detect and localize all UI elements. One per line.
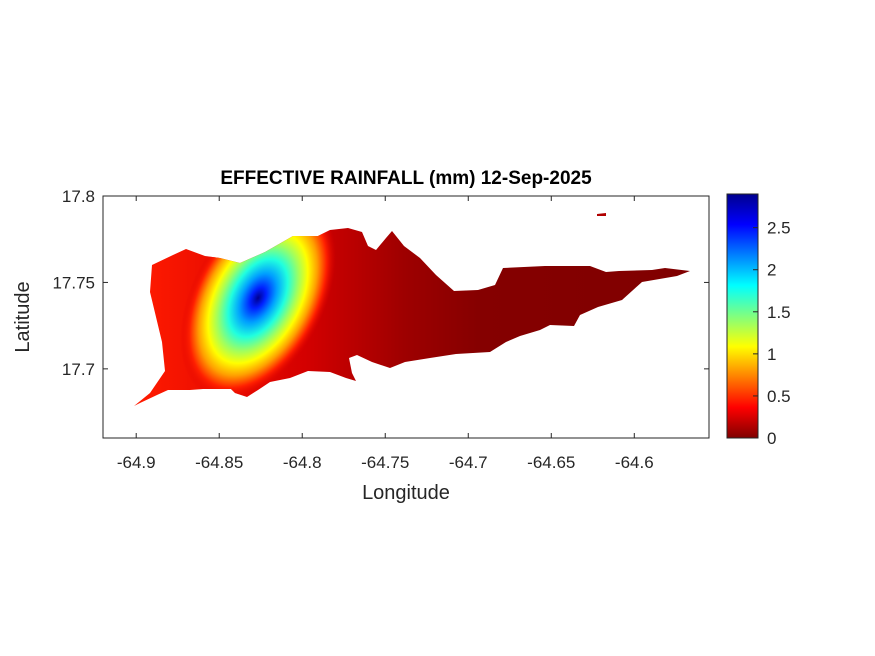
chart-title: EFFECTIVE RAINFALL (mm) 12-Sep-2025	[220, 168, 592, 189]
y-tick-label: 17.75	[52, 273, 95, 292]
x-tick-label: -64.65	[527, 453, 575, 472]
x-tick-label: -64.85	[195, 453, 243, 472]
colorbar-tick-label: 2.5	[767, 219, 791, 238]
x-tick-label: -64.75	[361, 453, 409, 472]
x-tick-label: -64.6	[615, 453, 654, 472]
colorbar-tick-label: 2	[767, 261, 776, 280]
y-axis-ticks: 17.7 17.75 17.8	[52, 187, 709, 379]
x-tick-label: -64.9	[117, 453, 156, 472]
colorbar-tick-label: 0.5	[767, 387, 791, 406]
islet	[597, 213, 606, 216]
y-tick-label: 17.7	[62, 360, 95, 379]
colorbar	[726, 193, 759, 439]
x-axis-label: Longitude	[362, 482, 450, 504]
x-tick-label: -64.7	[449, 453, 488, 472]
colorbar-tick-label: 1	[767, 345, 776, 364]
colorbar-ticks: 0 0.5 1 1.5 2 2.5	[753, 219, 791, 448]
y-axis-label: Latitude	[12, 281, 34, 352]
x-tick-label: -64.8	[283, 453, 322, 472]
x-axis-ticks: -64.9 -64.85 -64.8 -64.75 -64.7 -64.65 -64.6	[117, 196, 654, 472]
colorbar-tick-label: 1.5	[767, 303, 791, 322]
y-tick-label: 17.8	[62, 187, 95, 206]
colorbar-tick-label: 0	[767, 429, 776, 448]
